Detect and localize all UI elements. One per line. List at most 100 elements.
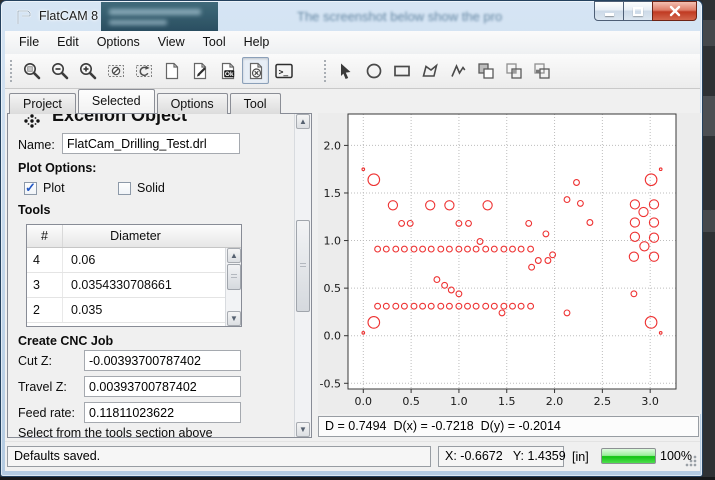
panel-scrollbar[interactable]: ▲ ▼ xyxy=(294,114,311,437)
drill-hole-marker xyxy=(367,173,381,187)
drill-hole-marker xyxy=(639,241,650,252)
tool-number-cell: 3 xyxy=(27,273,63,297)
close-button[interactable] xyxy=(652,1,697,21)
menu-options[interactable]: Options xyxy=(96,35,140,49)
background-window-ghost-text: The screenshot below show the pro xyxy=(297,9,503,24)
object-heading: Excellon Object xyxy=(52,113,188,125)
name-field[interactable] xyxy=(62,133,240,154)
drill-hole-marker xyxy=(472,302,480,310)
background-window-fragment xyxy=(703,210,715,232)
subtract-button[interactable] xyxy=(528,57,555,84)
scroll-down-icon[interactable]: ▼ xyxy=(296,422,310,437)
cut-z-field[interactable] xyxy=(84,350,241,371)
progress-bar xyxy=(601,448,656,464)
drill-hole-marker xyxy=(648,199,660,210)
create-cnc-job-heading: Create CNC Job xyxy=(18,334,114,348)
scroll-down-icon[interactable]: ▼ xyxy=(227,311,241,326)
replot-button[interactable] xyxy=(130,57,157,84)
window-title: FlatCAM 8 xyxy=(39,9,99,23)
menu-tool[interactable]: Tool xyxy=(202,35,226,49)
y-tick-label: 1.0 xyxy=(324,235,342,248)
drill-hole-marker xyxy=(628,251,640,262)
menu-file[interactable]: File xyxy=(19,35,40,49)
draw-rectangle-icon xyxy=(392,65,412,85)
tab-selected[interactable]: Selected xyxy=(77,89,155,113)
object-panel: Excellon Object Name: Plot Options: Plot… xyxy=(7,113,312,438)
intersection-icon xyxy=(504,63,524,85)
tool-row[interactable]: 4 0.06 xyxy=(27,248,241,273)
drill-hole-marker xyxy=(644,316,658,329)
zoom-fit-button[interactable] xyxy=(18,57,45,84)
union-button[interactable] xyxy=(472,57,499,84)
edit-file-button[interactable] xyxy=(186,57,213,84)
name-label: Name: xyxy=(18,138,55,152)
cursor-coordinates: X: -0.6672 Y: 1.4359 xyxy=(438,446,566,467)
scroll-up-icon[interactable]: ▲ xyxy=(296,114,310,129)
maximize-button[interactable] xyxy=(623,1,653,21)
tab-bar: Project Selected Options Tool xyxy=(7,89,700,114)
zoom-out-button[interactable] xyxy=(46,57,73,84)
drill-hole-marker xyxy=(638,206,649,218)
drill-hole-marker xyxy=(648,217,660,228)
drill-hole-marker xyxy=(528,263,536,271)
resize-grip[interactable] xyxy=(685,455,697,467)
draw-polyline-button[interactable] xyxy=(444,57,471,84)
tab-project[interactable]: Project xyxy=(9,93,76,114)
zoom-in-button[interactable] xyxy=(74,57,101,84)
drill-hole-marker xyxy=(361,167,366,172)
x-tick-label: 1.0 xyxy=(450,395,468,408)
drill-hole-marker xyxy=(382,302,390,310)
zoom-in-icon xyxy=(78,63,98,85)
drill-hole-marker xyxy=(549,251,557,259)
ok-file-icon: Ok xyxy=(218,62,238,85)
toolbar-drag-handle[interactable] xyxy=(10,60,14,82)
travel-z-label: Travel Z: xyxy=(18,380,67,394)
clear-plot-button[interactable] xyxy=(102,57,129,84)
intersection-button[interactable] xyxy=(500,57,527,84)
drill-hole-marker xyxy=(445,302,453,310)
tool-row[interactable]: 2 0.035 xyxy=(27,298,241,323)
tool-row[interactable]: 3 0.0354330708661 xyxy=(27,273,241,298)
tool-diameter-cell: 0.0354330708661 xyxy=(71,278,172,292)
drill-hole-marker xyxy=(490,245,498,253)
tab-options[interactable]: Options xyxy=(156,93,228,114)
select-pointer-button[interactable] xyxy=(332,57,359,84)
plot-checkbox[interactable] xyxy=(24,180,37,196)
panel-scrollbar-thumb[interactable] xyxy=(296,220,310,312)
drill-hole-marker xyxy=(500,302,508,310)
draw-rectangle-button[interactable] xyxy=(388,57,415,84)
drill-hole-marker xyxy=(648,232,660,243)
menu-view[interactable]: View xyxy=(157,35,185,49)
new-file-icon xyxy=(162,62,182,85)
menu-edit[interactable]: Edit xyxy=(57,35,79,49)
table-scrollbar[interactable]: ▲ ▼ xyxy=(225,248,241,326)
drill-plot: 0.0 0.5 1.0 1.5 2.0 2.5 3.0 -0.5 0.0 0.5 1.0 1.5 2.0 xyxy=(320,113,677,408)
minimize-button[interactable] xyxy=(594,1,624,21)
cancel-edit-button[interactable] xyxy=(242,57,269,84)
feed-rate-label: Feed rate: xyxy=(18,406,75,420)
union-icon xyxy=(476,63,496,85)
tab-tool[interactable]: Tool xyxy=(229,93,281,114)
drill-hole-marker xyxy=(629,231,641,242)
tool-number-cell: 2 xyxy=(27,298,63,322)
drill-hole-marker xyxy=(644,173,658,187)
drill-hole-marker xyxy=(400,245,408,253)
draw-polygon-button[interactable] xyxy=(416,57,443,84)
plot-area[interactable]: 0.0 0.5 1.0 1.5 2.0 2.5 3.0 -0.5 0.0 0.5 1.0 1.5 2.0 xyxy=(318,113,701,414)
title-bar[interactable]: The screenshot below show the pro FlatCA… xyxy=(2,2,702,31)
drill-hole-marker xyxy=(586,219,594,226)
drill-hole-marker xyxy=(630,290,638,298)
travel-z-field[interactable] xyxy=(84,376,241,397)
toolbar-drag-handle[interactable] xyxy=(324,60,328,82)
draw-polygon-icon xyxy=(420,63,440,85)
shell-button[interactable]: >_ xyxy=(270,57,297,84)
scroll-up-icon[interactable]: ▲ xyxy=(227,248,241,263)
units-label: [in] xyxy=(572,450,589,464)
table-scrollbar-thumb[interactable] xyxy=(227,264,241,290)
solid-checkbox[interactable] xyxy=(118,181,131,195)
menu-help[interactable]: Help xyxy=(243,35,270,49)
new-file-button[interactable] xyxy=(158,57,185,84)
ok-file-button[interactable]: Ok xyxy=(214,57,241,84)
draw-circle-button[interactable] xyxy=(360,57,387,84)
feed-rate-field[interactable] xyxy=(84,402,241,423)
